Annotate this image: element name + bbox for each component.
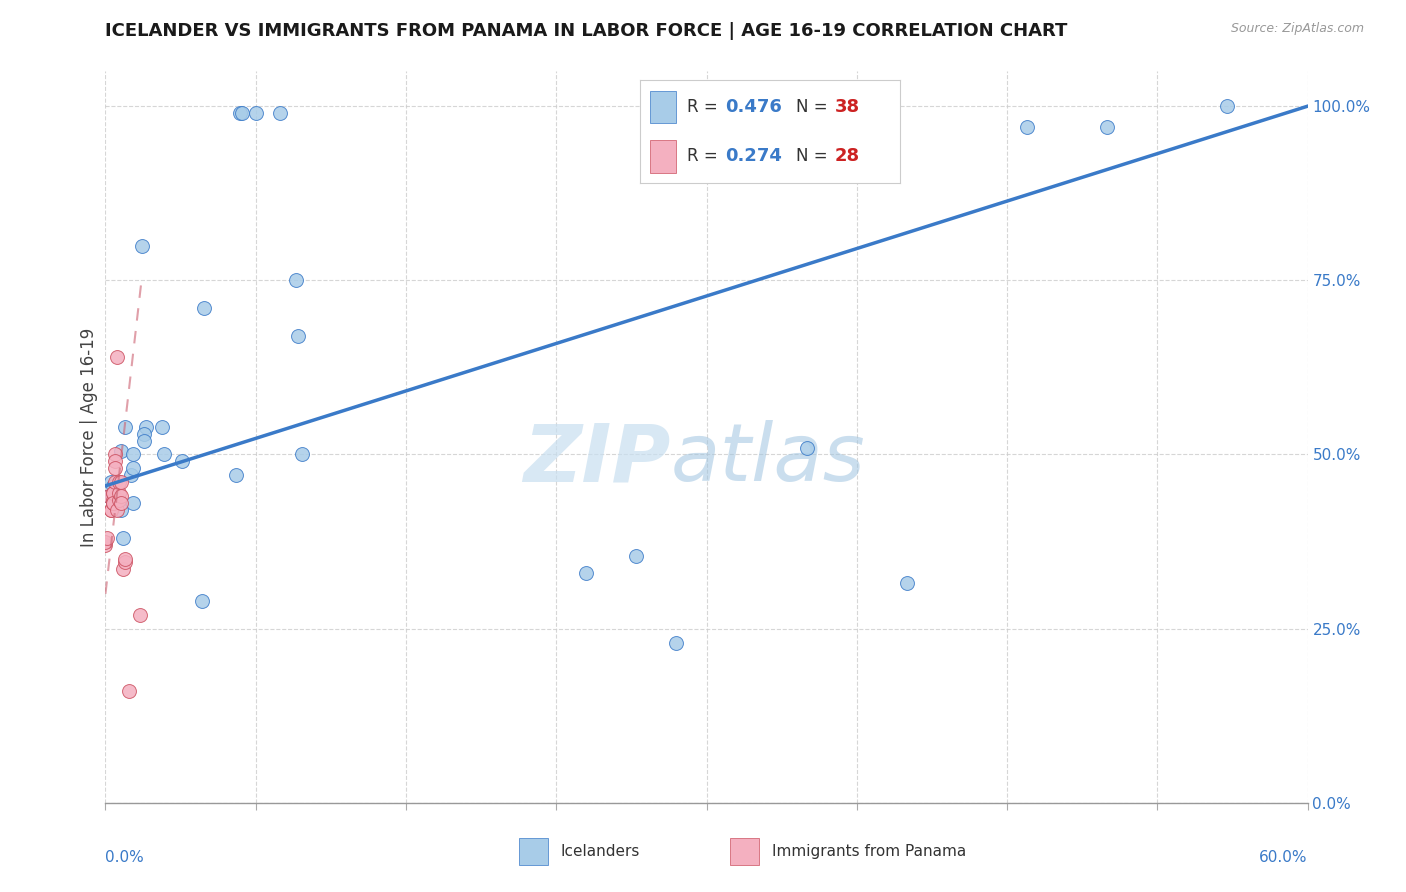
Point — [122, 448, 145, 462]
Point — [135, 419, 157, 434]
Point — [152, 448, 174, 462]
Text: R =: R = — [686, 98, 723, 116]
Point — [114, 556, 136, 570]
Point — [132, 426, 155, 441]
Text: atlas: atlas — [671, 420, 865, 498]
Point — [96, 531, 118, 545]
Text: ZIP: ZIP — [523, 420, 671, 498]
Point — [118, 684, 141, 698]
Point — [665, 635, 688, 649]
Point — [108, 485, 131, 500]
Point — [1097, 120, 1119, 134]
Text: Immigrants from Panama: Immigrants from Panama — [772, 845, 966, 859]
Text: 0.476: 0.476 — [725, 98, 783, 116]
Point — [150, 419, 173, 434]
Point — [94, 534, 117, 549]
Point — [103, 485, 125, 500]
Bar — [650, 140, 676, 173]
Text: R =: R = — [686, 147, 723, 165]
Bar — [519, 838, 548, 865]
Point — [228, 106, 250, 120]
Point — [796, 441, 818, 455]
Point — [626, 549, 648, 563]
Point — [98, 489, 121, 503]
Point — [100, 503, 122, 517]
Point — [107, 503, 129, 517]
Point — [100, 475, 122, 490]
Point — [896, 576, 918, 591]
Text: 0.0%: 0.0% — [105, 850, 145, 865]
Point — [128, 607, 150, 622]
Point — [170, 454, 193, 468]
Point — [108, 475, 131, 490]
Point — [100, 503, 122, 517]
Point — [284, 273, 307, 287]
Point — [104, 496, 127, 510]
Point — [103, 485, 125, 500]
Point — [110, 496, 132, 510]
Point — [1017, 120, 1039, 134]
Point — [114, 419, 136, 434]
Text: Icelanders: Icelanders — [561, 845, 640, 859]
Point — [110, 503, 132, 517]
Point — [132, 434, 155, 448]
Point — [103, 496, 125, 510]
Text: 38: 38 — [835, 98, 860, 116]
Point — [104, 448, 127, 462]
Text: N =: N = — [796, 147, 832, 165]
Point — [245, 106, 267, 120]
Point — [104, 475, 127, 490]
Point — [103, 496, 125, 510]
Point — [110, 444, 132, 458]
Point — [110, 475, 132, 490]
Point — [104, 461, 127, 475]
Text: ICELANDER VS IMMIGRANTS FROM PANAMA IN LABOR FORCE | AGE 16-19 CORRELATION CHART: ICELANDER VS IMMIGRANTS FROM PANAMA IN L… — [105, 22, 1067, 40]
Y-axis label: In Labor Force | Age 16-19: In Labor Force | Age 16-19 — [80, 327, 98, 547]
Point — [110, 489, 132, 503]
Point — [225, 468, 247, 483]
Text: 28: 28 — [835, 147, 860, 165]
Point — [190, 594, 212, 608]
Point — [291, 448, 314, 462]
Text: Source: ZipAtlas.com: Source: ZipAtlas.com — [1230, 22, 1364, 36]
Point — [1216, 99, 1239, 113]
Point — [94, 538, 117, 552]
Point — [108, 492, 131, 507]
Point — [114, 552, 136, 566]
Bar — [650, 91, 676, 123]
Point — [98, 489, 121, 503]
Point — [122, 496, 145, 510]
Point — [103, 496, 125, 510]
Point — [107, 350, 129, 364]
Point — [287, 329, 309, 343]
Point — [193, 301, 215, 316]
Point — [103, 492, 125, 507]
Bar — [730, 838, 759, 865]
Point — [112, 531, 135, 545]
Text: 0.274: 0.274 — [725, 147, 783, 165]
Point — [269, 106, 291, 120]
Point — [231, 106, 253, 120]
Point — [131, 238, 153, 252]
Point — [575, 566, 598, 580]
Point — [121, 468, 143, 483]
Text: N =: N = — [796, 98, 832, 116]
Point — [103, 479, 125, 493]
Point — [122, 461, 145, 475]
Point — [112, 562, 135, 576]
Text: 60.0%: 60.0% — [1260, 850, 1308, 865]
Point — [104, 454, 127, 468]
